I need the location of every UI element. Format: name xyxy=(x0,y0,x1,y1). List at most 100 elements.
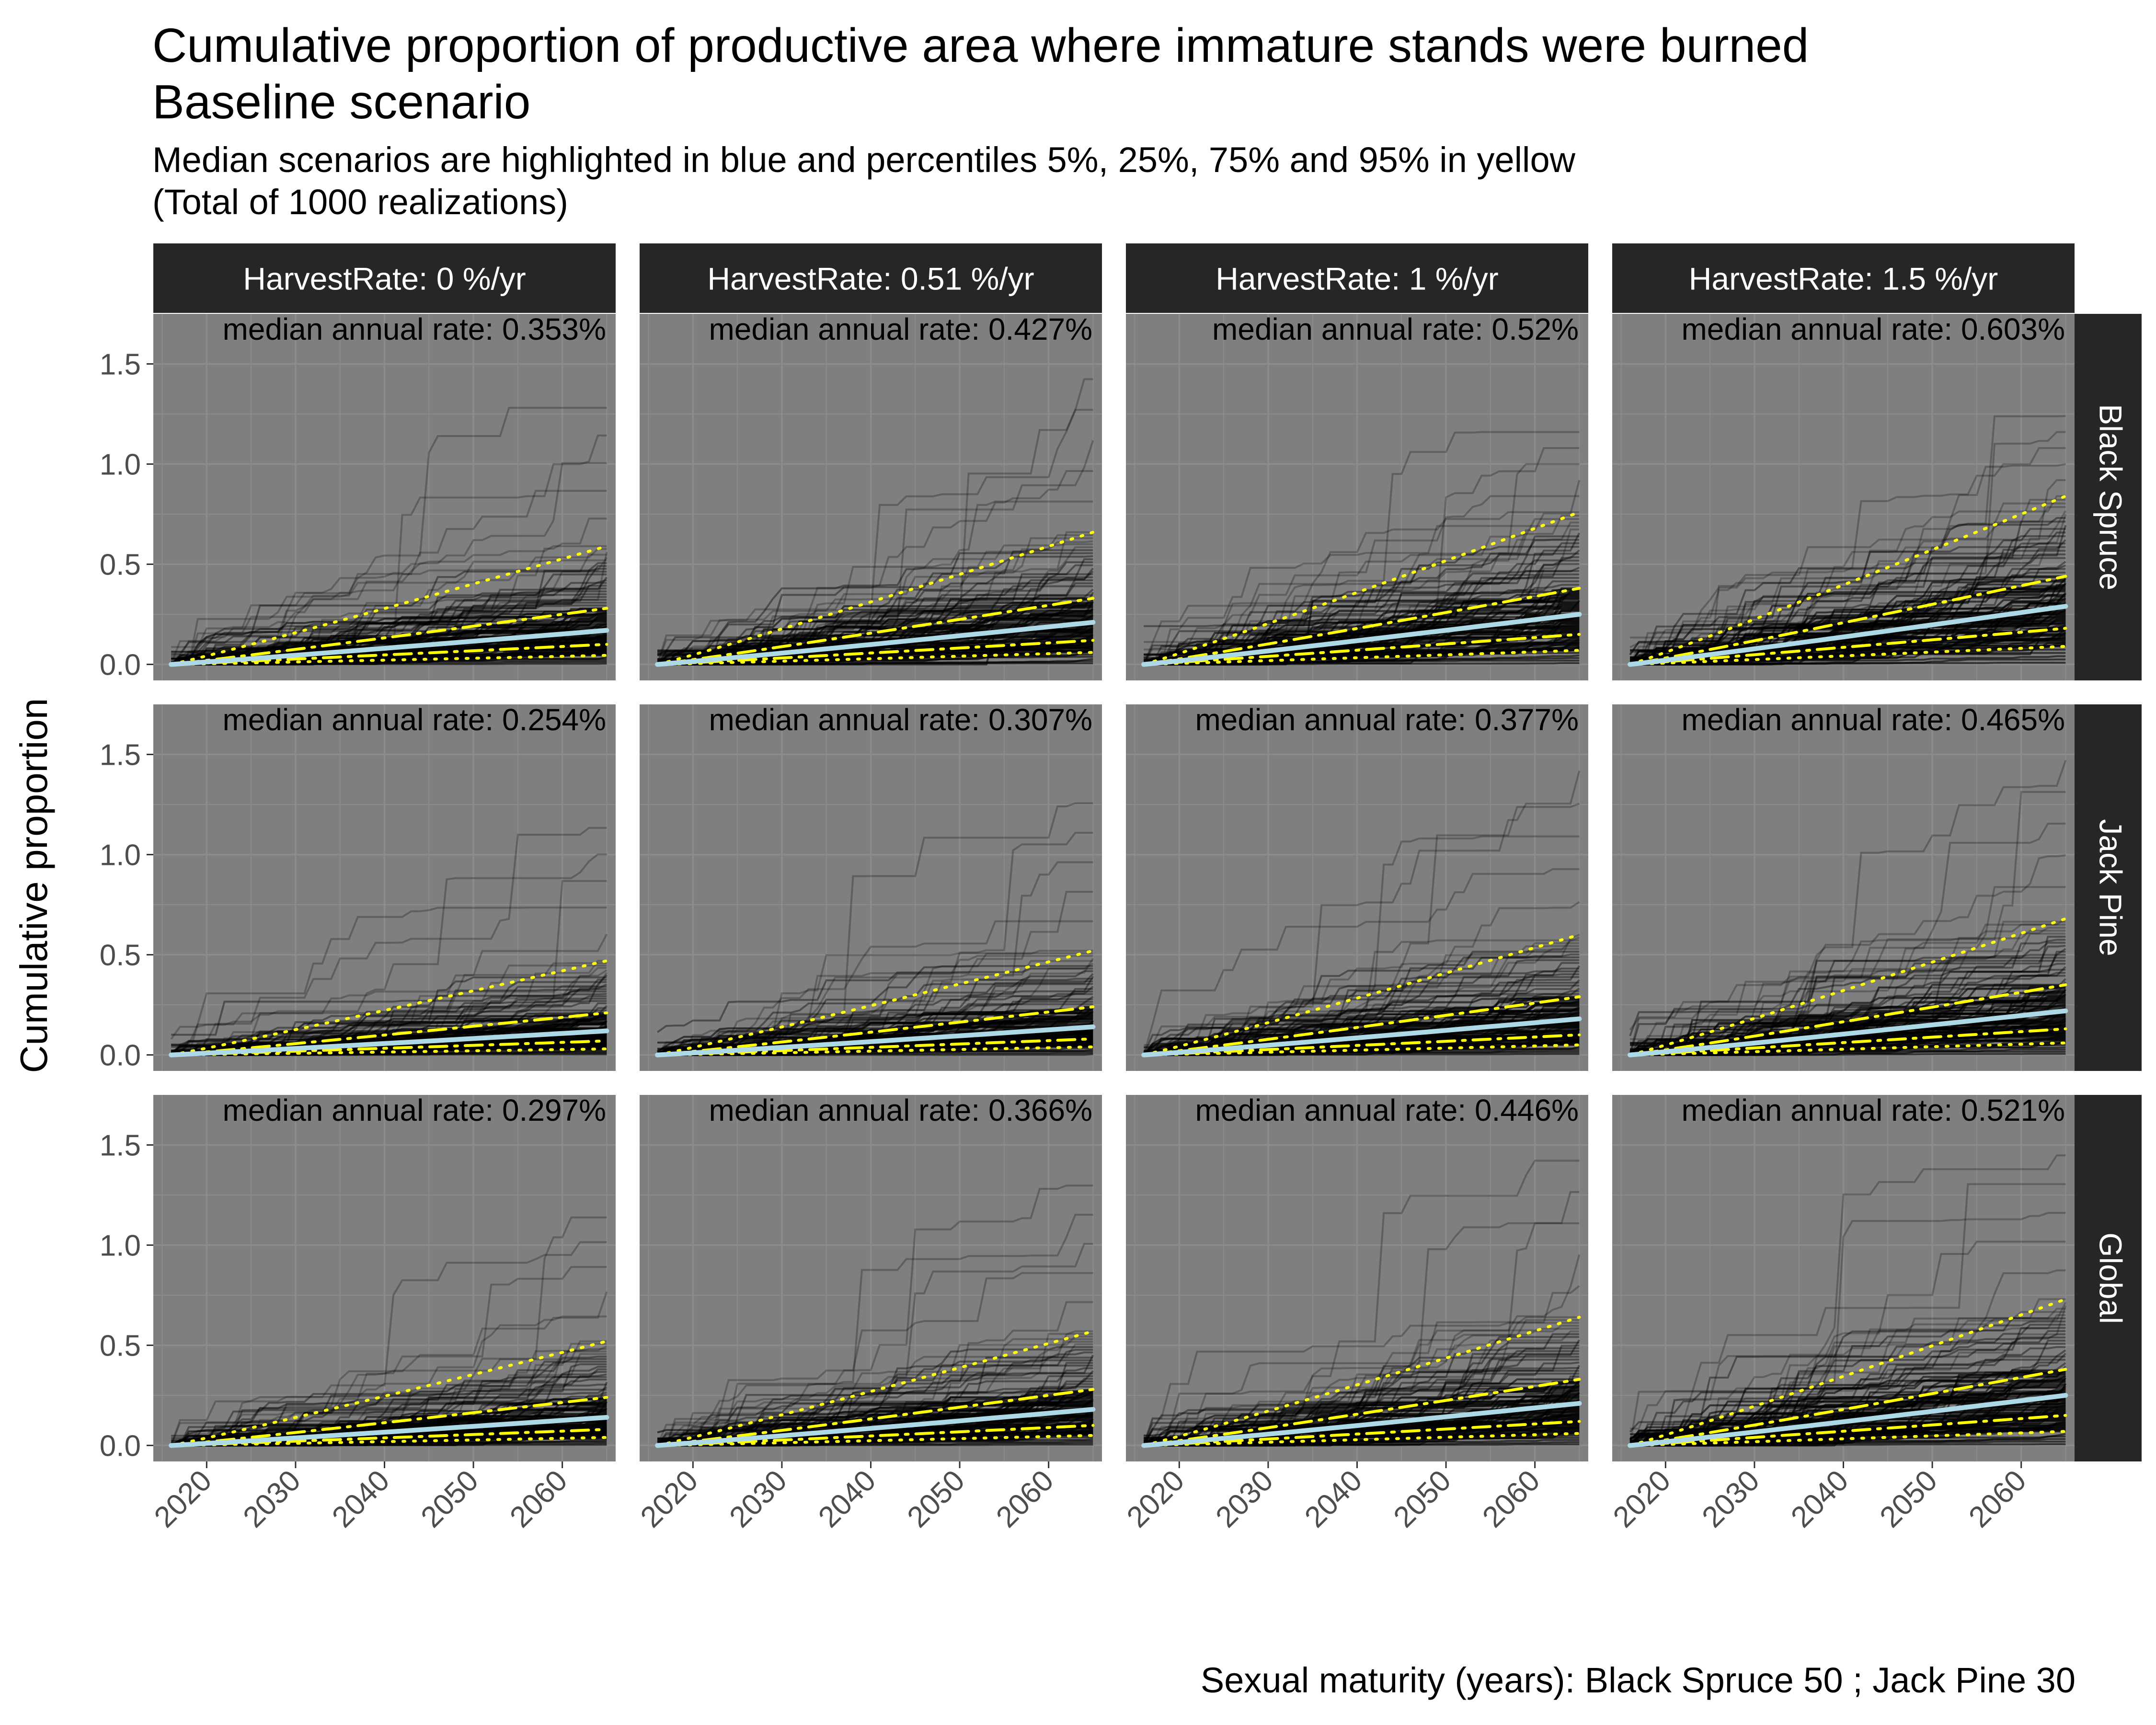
realization-line xyxy=(657,1346,1093,1447)
x-tick-label: 2030 xyxy=(723,1464,793,1534)
realization-line xyxy=(657,1375,1093,1447)
x-tick-label: 2040 xyxy=(812,1464,882,1534)
realization-line xyxy=(657,983,1093,1056)
facet-row-label: Global xyxy=(2093,1232,2129,1324)
percentile-line-p5 xyxy=(1628,644,2067,666)
median-line xyxy=(169,1028,609,1058)
median-line xyxy=(655,1407,1096,1448)
realization-line xyxy=(656,1009,1093,1053)
realization-line xyxy=(1144,542,1580,666)
realization-line xyxy=(1144,1382,1580,1447)
x-tick-label: 2020 xyxy=(148,1464,218,1534)
realization-line xyxy=(657,500,1093,655)
y-tick-label: 0.5 xyxy=(100,939,141,972)
realization-line xyxy=(656,1242,1093,1446)
realization-line xyxy=(657,558,1093,666)
facet-column-label: HarvestRate: 1.5 %/yr xyxy=(1689,261,1998,297)
realization-line xyxy=(1630,561,2066,666)
realization-line xyxy=(657,1006,1093,1056)
percentile-line-p25 xyxy=(1142,1420,1581,1447)
facet-panel: median annual rate: 0.254% xyxy=(153,702,616,1071)
median-line xyxy=(169,628,609,667)
percentile-line-p95 xyxy=(170,544,608,666)
realization-line xyxy=(1144,984,1580,1056)
realization-line xyxy=(1630,944,2066,1056)
realization-line xyxy=(171,988,607,1056)
facet-panel: median annual rate: 0.377% xyxy=(1126,702,1588,1071)
realization-line xyxy=(170,596,607,666)
realization-line xyxy=(1630,956,2066,1056)
y-tick-label: 0.0 xyxy=(100,649,141,682)
chart-title-line-2: Baseline scenario xyxy=(152,75,531,129)
realization-line xyxy=(657,611,1093,666)
realization-line xyxy=(1143,951,1580,1056)
x-tick-label: 2040 xyxy=(326,1464,396,1534)
realization-line xyxy=(1144,979,1580,1048)
realization-line xyxy=(171,965,607,1056)
realization-line xyxy=(1143,868,1580,1056)
realization-line xyxy=(657,831,1093,1056)
percentile-line-p5 xyxy=(1628,1041,2067,1057)
percentile-line-p25 xyxy=(1142,1033,1581,1057)
realization-line xyxy=(1630,1339,2066,1447)
realization-line xyxy=(1630,984,2066,1056)
facet-panel: median annual rate: 0.521% xyxy=(1612,1093,2075,1461)
realization-line xyxy=(1629,939,2066,1036)
percentile-line-p95 xyxy=(170,1340,608,1447)
realization-line xyxy=(171,1345,608,1447)
realization-line xyxy=(1144,939,1580,1056)
realization-line xyxy=(1629,447,2066,665)
facet-column-label: HarvestRate: 0 %/yr xyxy=(243,261,526,297)
percentile-line-p95 xyxy=(1142,510,1581,666)
realization-line xyxy=(1630,550,2066,666)
realization-line xyxy=(1630,1311,2066,1430)
realization-line xyxy=(171,1241,607,1447)
facet-row-strip xyxy=(2075,314,2142,680)
realization-line xyxy=(1630,514,2067,664)
realization-line xyxy=(1144,1222,1580,1447)
realization-line xyxy=(1144,1327,1580,1447)
realization-line xyxy=(1144,556,1580,627)
realization-line xyxy=(1630,920,2066,1056)
realization-line xyxy=(171,610,607,666)
x-tick-label: 2030 xyxy=(237,1464,307,1534)
facet-panel: median annual rate: 0.603% xyxy=(1612,312,2075,680)
realization-line xyxy=(1143,1361,1580,1447)
realization-line xyxy=(1143,959,1580,1056)
realization-line xyxy=(1629,760,2067,1031)
realization-line xyxy=(656,601,1094,666)
median-line xyxy=(1141,612,1582,667)
realization-line xyxy=(170,1266,607,1446)
realization-line xyxy=(1144,563,1580,666)
realization-line xyxy=(171,1348,607,1447)
realization-line xyxy=(657,1343,1093,1447)
median-line xyxy=(1628,604,2068,667)
realization-line xyxy=(1629,1343,2066,1446)
x-tick-label: 2060 xyxy=(1476,1464,1546,1534)
median-line xyxy=(1141,1401,1582,1448)
realization-line xyxy=(1144,577,1580,666)
realization-line xyxy=(657,1341,1093,1447)
facet-column-strip xyxy=(1126,243,1588,313)
realization-line xyxy=(170,557,608,665)
realization-line xyxy=(1144,1378,1580,1447)
realization-line xyxy=(171,880,607,1056)
x-tick-label: 2060 xyxy=(1962,1464,2032,1534)
facet-column-label: HarvestRate: 1 %/yr xyxy=(1216,261,1499,297)
realization-line xyxy=(1629,981,2067,1056)
percentile-line-p75 xyxy=(170,607,608,666)
realization-line xyxy=(171,1363,607,1447)
realization-line xyxy=(657,573,1093,666)
median-rate-label: median annual rate: 0.366% xyxy=(709,1093,1092,1127)
realization-line xyxy=(1629,1336,2066,1440)
realization-line xyxy=(657,555,1093,666)
facet-panel: median annual rate: 0.465% xyxy=(1612,702,2075,1071)
realization-line xyxy=(170,853,607,1040)
realization-line xyxy=(171,1353,607,1447)
realization-line xyxy=(171,933,608,1056)
realization-line xyxy=(656,1348,1093,1447)
y-tick-label: 0.0 xyxy=(100,1430,141,1463)
realization-line xyxy=(657,965,1093,1056)
realization-line xyxy=(1144,1330,1580,1447)
